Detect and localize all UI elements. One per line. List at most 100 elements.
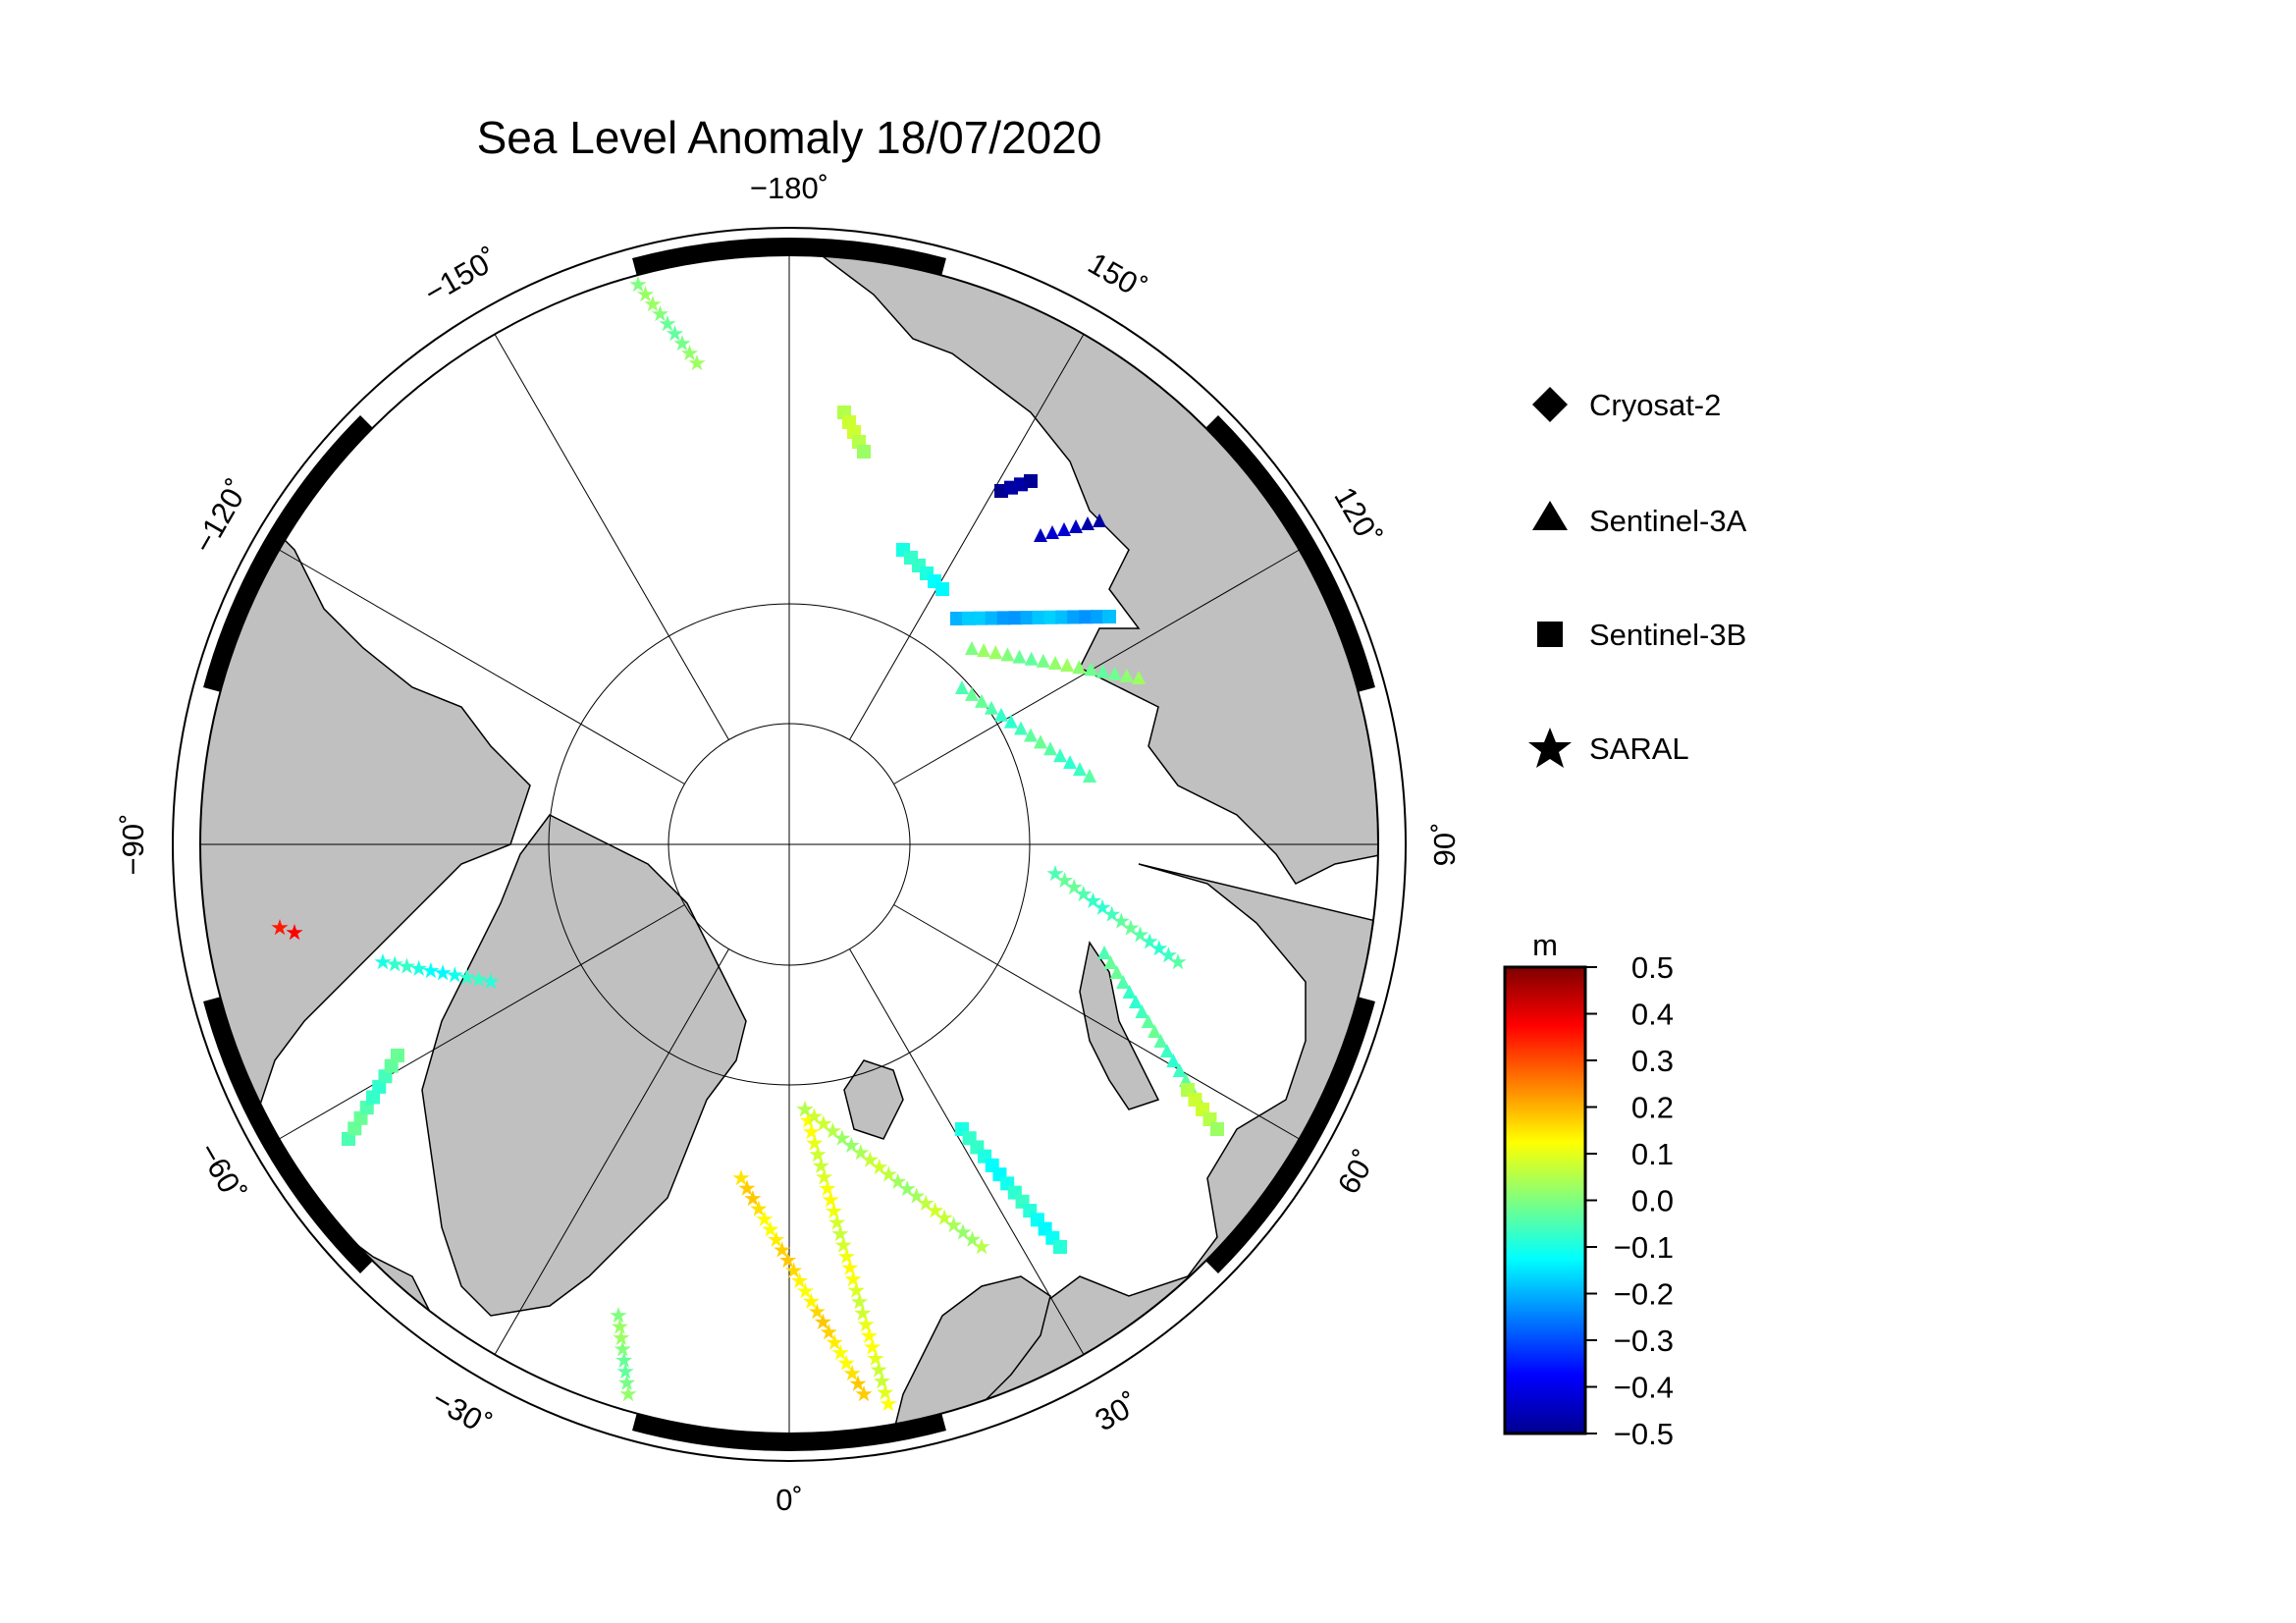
track-square-marker bbox=[1008, 611, 1023, 625]
track-triangle-marker bbox=[1034, 734, 1047, 749]
longitude-label: −120˚ bbox=[187, 473, 255, 559]
track-star-marker bbox=[762, 1220, 779, 1237]
land-greenland bbox=[421, 814, 747, 1317]
track-star-marker bbox=[791, 1271, 809, 1288]
track-star-marker bbox=[616, 1363, 634, 1380]
track-star-marker bbox=[808, 1303, 826, 1320]
track-star-marker bbox=[732, 1169, 750, 1186]
track-star-marker bbox=[837, 1354, 855, 1371]
track-star-marker bbox=[785, 1262, 803, 1278]
track-star-marker bbox=[482, 973, 500, 990]
graticule bbox=[200, 255, 1378, 1434]
track-star-marker bbox=[843, 1365, 861, 1381]
track-square-marker bbox=[1053, 1240, 1067, 1254]
track-square-marker bbox=[1055, 610, 1070, 624]
track-triangle-marker bbox=[1097, 946, 1111, 959]
meridian-line bbox=[893, 904, 1300, 1140]
track-star-marker bbox=[799, 1111, 817, 1128]
track-square-marker bbox=[1043, 610, 1058, 624]
meridian-line bbox=[494, 948, 729, 1355]
track-star-marker bbox=[826, 1333, 843, 1350]
satellite-tracks bbox=[271, 276, 1224, 1412]
track-star-marker bbox=[833, 1129, 851, 1146]
track-star-marker bbox=[954, 1223, 972, 1240]
track-triangle-marker bbox=[1063, 755, 1077, 770]
track-star-marker bbox=[1065, 878, 1083, 895]
track-star-marker bbox=[822, 1191, 839, 1208]
track-triangle-marker bbox=[1083, 769, 1096, 783]
track-star-marker bbox=[1084, 892, 1101, 908]
track-star-marker bbox=[1056, 871, 1074, 889]
track-square-marker bbox=[359, 1101, 374, 1115]
track-triangle-marker bbox=[1014, 721, 1028, 735]
track-star-marker bbox=[680, 345, 699, 361]
track-triangle-marker bbox=[1073, 762, 1087, 777]
land-novaya-zemlya bbox=[1079, 941, 1160, 1110]
track-triangle-marker bbox=[1043, 741, 1057, 756]
track-triangle-marker bbox=[955, 680, 969, 694]
colorbar-tick-label: −0.2 bbox=[1614, 1277, 1674, 1312]
track-star-marker bbox=[816, 1168, 833, 1185]
track-star-marker bbox=[286, 924, 303, 941]
track-star-marker bbox=[908, 1187, 926, 1204]
square-icon bbox=[1537, 622, 1563, 647]
track-star-marker bbox=[935, 1209, 953, 1225]
track-square-marker bbox=[372, 1079, 387, 1094]
track-star-marker bbox=[1112, 912, 1130, 929]
track-triangle-marker bbox=[975, 693, 988, 708]
track-triangle-marker bbox=[988, 645, 1003, 660]
track-triangle-marker bbox=[1084, 662, 1098, 676]
track-star-marker bbox=[837, 1248, 856, 1265]
frame-segment bbox=[203, 997, 373, 1273]
track-star-marker bbox=[849, 1375, 867, 1391]
track-triangle-marker bbox=[1048, 656, 1062, 670]
colorbar-gradient bbox=[1503, 965, 1587, 1435]
frame-outer-circle bbox=[172, 227, 1407, 1462]
track-star-marker bbox=[927, 1202, 944, 1218]
longitude-label: −150˚ bbox=[418, 242, 504, 310]
longitude-label: 30˚ bbox=[1090, 1386, 1145, 1438]
longitude-label: −180˚ bbox=[750, 171, 828, 205]
track-square-marker bbox=[1067, 610, 1082, 624]
track-star-marker bbox=[870, 1361, 887, 1378]
frame-segment bbox=[203, 415, 373, 692]
track-star-marker bbox=[659, 315, 676, 332]
track-square-marker bbox=[347, 1121, 362, 1136]
colorbar-tick-label: 0.2 bbox=[1631, 1091, 1674, 1125]
colorbar-tick-label: −0.3 bbox=[1614, 1324, 1674, 1358]
track-star-marker bbox=[864, 1338, 881, 1355]
meridian-line bbox=[893, 549, 1300, 784]
track-triangle-marker bbox=[1036, 653, 1050, 668]
track-star-marker bbox=[768, 1230, 785, 1248]
track-star-marker bbox=[815, 1114, 832, 1131]
track-star-marker bbox=[867, 1349, 884, 1367]
track-star-marker bbox=[644, 296, 662, 312]
track-star-marker bbox=[802, 1292, 820, 1309]
track-star-marker bbox=[458, 968, 476, 985]
track-square-marker bbox=[391, 1049, 404, 1062]
track-star-marker bbox=[834, 1236, 852, 1253]
track-star-marker bbox=[774, 1241, 791, 1258]
track-star-marker bbox=[820, 1324, 837, 1340]
legend-label: Sentinel-3B bbox=[1589, 618, 1746, 652]
track-star-marker bbox=[744, 1190, 762, 1207]
track-star-marker bbox=[880, 1395, 897, 1412]
colorbar-unit: m bbox=[1532, 928, 1558, 962]
frame-segment bbox=[632, 1413, 946, 1452]
track-square-marker bbox=[857, 445, 871, 459]
track-square-marker bbox=[1032, 610, 1046, 624]
track-star-marker bbox=[831, 1344, 849, 1361]
track-triangle-marker bbox=[1109, 965, 1124, 979]
diamond-icon bbox=[1532, 387, 1568, 422]
track-square-marker bbox=[384, 1058, 399, 1073]
longitude-label: 90˚ bbox=[1427, 823, 1462, 867]
track-star-marker bbox=[812, 1157, 829, 1173]
track-star-marker bbox=[374, 953, 392, 970]
track-triangle-marker bbox=[994, 707, 1008, 722]
track-triangle-marker bbox=[1093, 514, 1106, 527]
meridian-line bbox=[279, 549, 685, 784]
track-star-marker bbox=[803, 1123, 821, 1140]
track-star-marker bbox=[824, 1122, 841, 1139]
track-star-marker bbox=[841, 1259, 859, 1275]
